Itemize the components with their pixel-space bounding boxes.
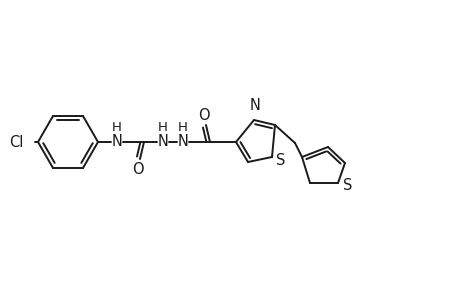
Text: S: S xyxy=(342,178,352,193)
Text: H: H xyxy=(112,121,122,134)
Text: N: N xyxy=(112,134,122,149)
Text: N: N xyxy=(157,134,168,149)
Text: O: O xyxy=(132,161,144,176)
Text: S: S xyxy=(276,152,285,167)
Text: N: N xyxy=(177,134,188,149)
Text: H: H xyxy=(178,121,188,134)
Text: H: H xyxy=(158,121,168,134)
Text: N: N xyxy=(249,98,260,113)
Text: Cl: Cl xyxy=(10,134,24,149)
Text: O: O xyxy=(198,107,209,122)
